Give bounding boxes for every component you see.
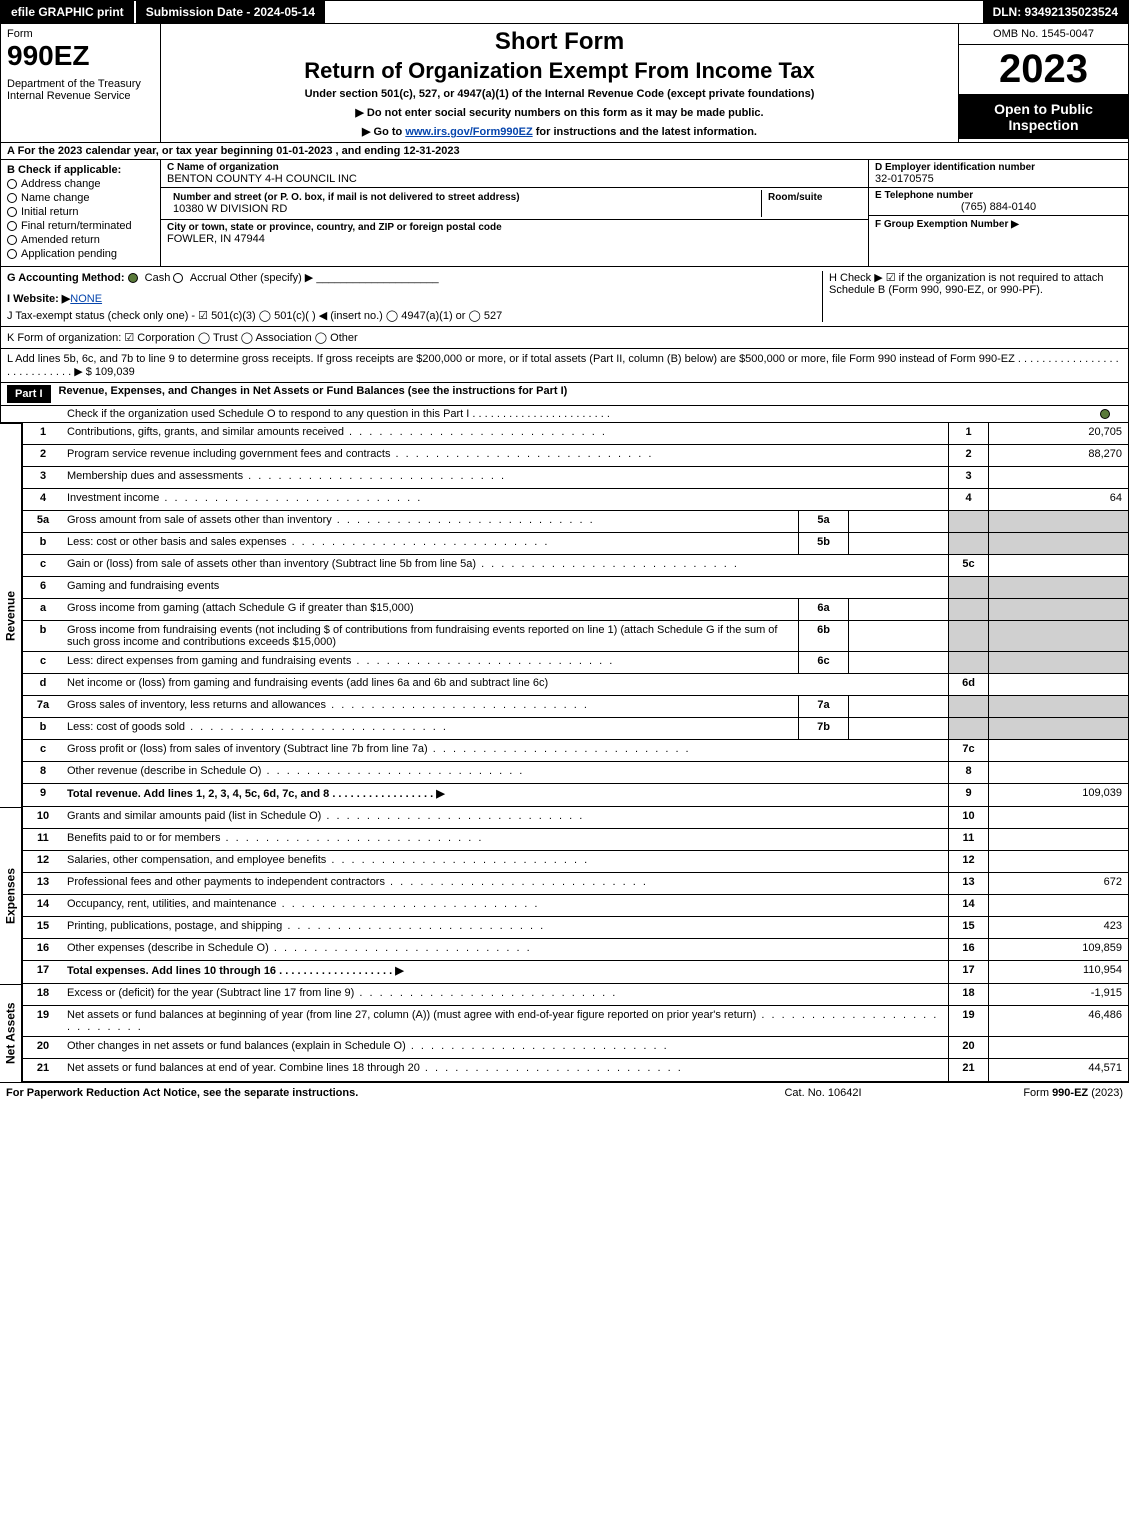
tax-year: 2023 [959, 45, 1128, 95]
line-19: 19Net assets or fund balances at beginni… [23, 1006, 1128, 1037]
line-20: 20Other changes in net assets or fund ba… [23, 1037, 1128, 1059]
main-title: Return of Organization Exempt From Incom… [169, 58, 950, 84]
city-cell: City or town, state or province, country… [161, 220, 868, 247]
line-9: 9Total revenue. Add lines 1, 2, 3, 4, 5c… [23, 784, 1128, 806]
line-5b: bLess: cost or other basis and sales exp… [23, 533, 1128, 555]
efile-print-button[interactable]: efile GRAPHIC print [1, 1, 136, 23]
line-10: 10Grants and similar amounts paid (list … [23, 807, 1128, 829]
netassets-sidelabel: Net Assets [0, 984, 22, 1082]
section-de: D Employer identification number 32-0170… [868, 160, 1128, 266]
line-3: 3Membership dues and assessments3 [23, 467, 1128, 489]
instruct-2: ▶ Go to www.irs.gov/Form990EZ for instru… [169, 125, 950, 138]
line-5c: cGain or (loss) from sale of assets othe… [23, 555, 1128, 577]
ein-cell: D Employer identification number 32-0170… [869, 160, 1128, 188]
part1-badge: Part I [7, 385, 51, 403]
page-footer: For Paperwork Reduction Act Notice, see … [0, 1082, 1129, 1103]
line-1: 1Contributions, gifts, grants, and simil… [23, 423, 1128, 445]
revenue-section: Revenue 1Contributions, gifts, grants, a… [0, 423, 1129, 807]
line-7a: 7aGross sales of inventory, less returns… [23, 696, 1128, 718]
row-l: L Add lines 5b, 6c, and 7b to line 9 to … [0, 349, 1129, 383]
check-final-return[interactable]: Final return/terminated [7, 220, 154, 232]
check-name-change[interactable]: Name change [7, 192, 154, 204]
line-7c: cGross profit or (loss) from sales of in… [23, 740, 1128, 762]
line-16: 16Other expenses (describe in Schedule O… [23, 939, 1128, 961]
ein-value: 32-0170575 [875, 173, 1122, 185]
line-4: 4Investment income464 [23, 489, 1128, 511]
instruct-1: ▶ Do not enter social security numbers o… [169, 106, 950, 119]
netassets-section: Net Assets 18Excess or (deficit) for the… [0, 984, 1129, 1082]
website-value[interactable]: NONE [70, 293, 102, 305]
accounting-method-label: G Accounting Method: [7, 272, 125, 284]
form-label: Form [7, 28, 154, 40]
section-bcde: B Check if applicable: Address change Na… [0, 160, 1129, 267]
line-12: 12Salaries, other compensation, and empl… [23, 851, 1128, 873]
subtitle: Under section 501(c), 527, or 4947(a)(1)… [169, 88, 950, 100]
section-h: H Check ▶ ☑ if the organization is not r… [822, 271, 1122, 322]
street-row: Number and street (or P. O. box, if mail… [161, 188, 868, 220]
row-a-period: A For the 2023 calendar year, or tax yea… [0, 143, 1129, 160]
part1-check-row: Check if the organization used Schedule … [0, 406, 1129, 423]
line-6: 6Gaming and fundraising events [23, 577, 1128, 599]
phone-cell: E Telephone number (765) 884-0140 [869, 188, 1128, 216]
row-k: K Form of organization: ☑ Corporation ◯ … [0, 327, 1129, 349]
submission-date-button[interactable]: Submission Date - 2024-05-14 [136, 1, 327, 23]
org-name: BENTON COUNTY 4-H COUNCIL INC [167, 173, 862, 185]
suite-label: Room/suite [768, 192, 856, 203]
line-18: 18Excess or (deficit) for the year (Subt… [23, 984, 1128, 1006]
row-j: J Tax-exempt status (check only one) - ☑… [7, 309, 822, 322]
website-label: I Website: ▶ [7, 293, 70, 305]
form-header: Form 990EZ Department of the Treasury In… [0, 24, 1129, 143]
part1-header-row: Part I Revenue, Expenses, and Changes in… [0, 383, 1129, 406]
form-number: 990EZ [7, 40, 154, 72]
street-address: 10380 W DIVISION RD [173, 203, 755, 215]
open-public-badge: Open to Public Inspection [959, 95, 1128, 139]
line-8: 8Other revenue (describe in Schedule O)8 [23, 762, 1128, 784]
line-2: 2Program service revenue including gover… [23, 445, 1128, 467]
line-5a: 5aGross amount from sale of assets other… [23, 511, 1128, 533]
header-right-block: OMB No. 1545-0047 2023 Open to Public In… [958, 24, 1128, 142]
row-g: G Accounting Method: Cash Accrual Other … [0, 267, 1129, 327]
line-7b: bLess: cost of goods sold7b [23, 718, 1128, 740]
expenses-section: Expenses 10Grants and similar amounts pa… [0, 807, 1129, 984]
line-15: 15Printing, publications, postage, and s… [23, 917, 1128, 939]
line-21: 21Net assets or fund balances at end of … [23, 1059, 1128, 1081]
check-address-change[interactable]: Address change [7, 178, 154, 190]
check-cash[interactable] [128, 273, 138, 283]
part1-title: Revenue, Expenses, and Changes in Net As… [51, 385, 1122, 397]
org-name-cell: C Name of organization BENTON COUNTY 4-H… [161, 160, 868, 188]
expenses-sidelabel: Expenses [0, 807, 22, 984]
short-form-title: Short Form [169, 28, 950, 56]
line-14: 14Occupancy, rent, utilities, and mainte… [23, 895, 1128, 917]
phone-value: (765) 884-0140 [875, 201, 1122, 213]
line-11: 11Benefits paid to or for members11 [23, 829, 1128, 851]
topbar: efile GRAPHIC print Submission Date - 20… [0, 0, 1129, 24]
city-state-zip: FOWLER, IN 47944 [167, 233, 862, 245]
irs-link[interactable]: www.irs.gov/Form990EZ [405, 126, 532, 138]
dept-label: Department of the Treasury Internal Reve… [7, 78, 154, 102]
paperwork-notice: For Paperwork Reduction Act Notice, see … [6, 1087, 723, 1099]
check-application-pending[interactable]: Application pending [7, 248, 154, 260]
check-amended-return[interactable]: Amended return [7, 234, 154, 246]
form-title-block: Short Form Return of Organization Exempt… [161, 24, 958, 142]
check-initial-return[interactable]: Initial return [7, 206, 154, 218]
form-id-block: Form 990EZ Department of the Treasury In… [1, 24, 161, 142]
group-exemption-cell: F Group Exemption Number ▶ [869, 216, 1128, 232]
line-6d: dNet income or (loss) from gaming and fu… [23, 674, 1128, 696]
line-13: 13Professional fees and other payments t… [23, 873, 1128, 895]
line-6c: cLess: direct expenses from gaming and f… [23, 652, 1128, 674]
section-b: B Check if applicable: Address change Na… [1, 160, 161, 266]
section-b-label: B Check if applicable: [7, 164, 154, 176]
line-6a: aGross income from gaming (attach Schedu… [23, 599, 1128, 621]
section-c: C Name of organization BENTON COUNTY 4-H… [161, 160, 868, 266]
dln-label: DLN: 93492135023524 [983, 1, 1128, 23]
line-6b: bGross income from fundraising events (n… [23, 621, 1128, 652]
revenue-sidelabel: Revenue [0, 423, 22, 807]
cat-no: Cat. No. 10642I [723, 1087, 923, 1099]
check-accrual[interactable] [173, 273, 183, 283]
line-17: 17Total expenses. Add lines 10 through 1… [23, 961, 1128, 983]
form-ref: Form 990-EZ (2023) [923, 1087, 1123, 1099]
omb-number: OMB No. 1545-0047 [959, 24, 1128, 45]
schedule-o-check[interactable] [1100, 409, 1110, 419]
